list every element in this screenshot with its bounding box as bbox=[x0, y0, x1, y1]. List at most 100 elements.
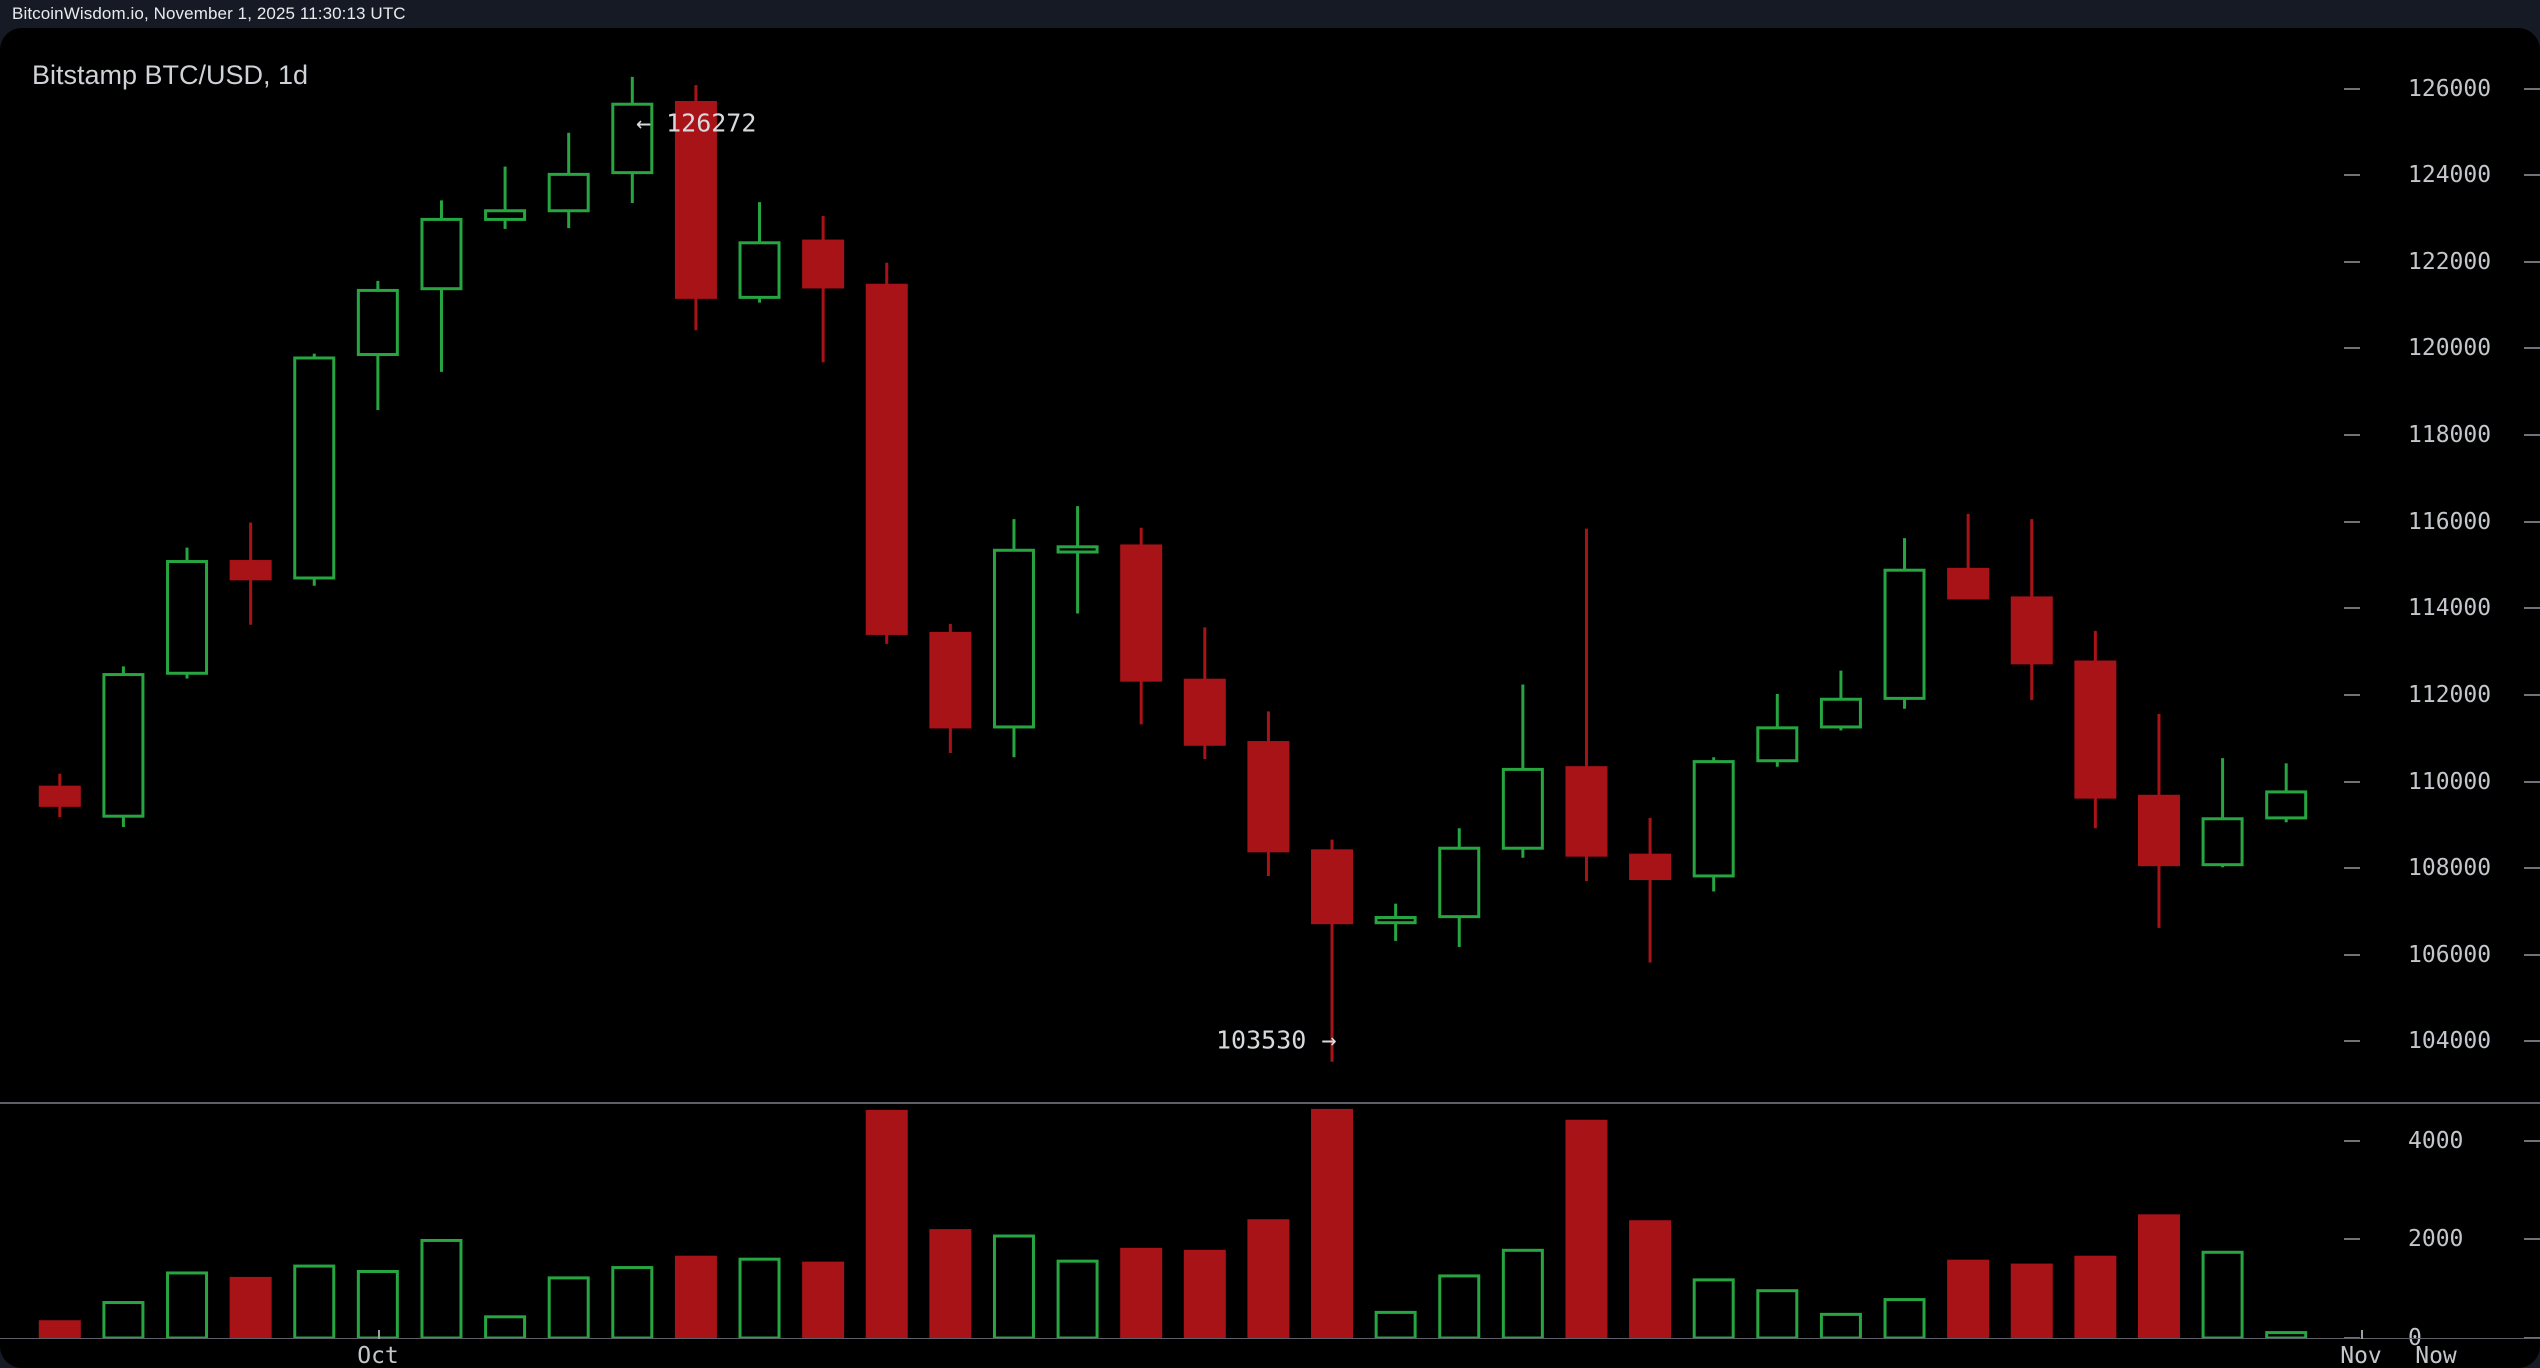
volume-bar bbox=[1311, 1108, 1354, 1340]
chart-surface[interactable]: Bitstamp BTC/USD, 1d 104000 106000 108000 1… bbox=[0, 28, 2540, 1368]
candle-body bbox=[166, 560, 209, 675]
volume-tick-label: 4000 bbox=[2408, 1127, 2464, 1154]
candle-body bbox=[420, 217, 463, 291]
candle-body bbox=[1883, 568, 1926, 700]
volume-bar bbox=[2074, 1255, 2117, 1340]
candle bbox=[1438, 828, 1481, 947]
price-tick-mark bbox=[2344, 953, 2360, 956]
candle bbox=[2201, 758, 2244, 868]
price-tick-label: 124000 bbox=[2408, 162, 2492, 189]
candle-body bbox=[929, 631, 972, 729]
candle-body bbox=[229, 560, 272, 581]
candle bbox=[1629, 817, 1672, 963]
candle-body bbox=[1311, 849, 1354, 925]
volume-bar bbox=[166, 1271, 209, 1340]
volume-tick-mark bbox=[2344, 1238, 2360, 1241]
candle-body bbox=[2074, 660, 2117, 799]
price-tick-mark bbox=[2344, 607, 2360, 610]
candle bbox=[420, 200, 463, 372]
candle-body bbox=[738, 241, 781, 299]
volume-bar bbox=[1819, 1312, 1862, 1340]
volume-bar bbox=[1374, 1310, 1417, 1340]
candle-body bbox=[293, 356, 336, 580]
time-axis: Oct Nov Now bbox=[0, 1330, 2540, 1368]
volume-bar bbox=[293, 1264, 336, 1340]
candle bbox=[1374, 903, 1417, 941]
volume-axis: 0 2000 4000 bbox=[2330, 1104, 2540, 1351]
candle-body bbox=[38, 785, 81, 807]
candle-body bbox=[2201, 817, 2244, 867]
candle-body bbox=[102, 673, 145, 818]
volume-bar bbox=[1120, 1247, 1163, 1340]
price-tick-mark bbox=[2524, 174, 2540, 177]
candle bbox=[992, 519, 1035, 758]
candle-body bbox=[1374, 916, 1417, 925]
price-tick-mark bbox=[2524, 953, 2540, 956]
price-plot-area[interactable] bbox=[0, 28, 2330, 1102]
candle bbox=[102, 666, 145, 828]
candle-body bbox=[356, 288, 399, 357]
price-axis: 104000 106000 108000 110000 112000 114000 1160… bbox=[2330, 28, 2540, 1102]
candle-body bbox=[865, 283, 908, 635]
candle bbox=[674, 85, 717, 331]
price-tick-label: 122000 bbox=[2408, 248, 2492, 275]
volume-bar bbox=[2201, 1250, 2244, 1340]
price-tick-label: 126000 bbox=[2408, 75, 2492, 102]
time-axis-label: Now bbox=[2415, 1343, 2457, 1368]
candle bbox=[1756, 694, 1799, 767]
price-tick-mark bbox=[2344, 260, 2360, 263]
candle bbox=[865, 262, 908, 644]
pane-divider bbox=[0, 1102, 2540, 1104]
candle-body bbox=[547, 172, 590, 213]
candle-body bbox=[1565, 766, 1608, 857]
volume-tick-mark bbox=[2524, 1238, 2540, 1241]
volume-pane[interactable]: 0 2000 4000 bbox=[0, 1104, 2540, 1351]
candle-body bbox=[484, 209, 527, 221]
candle bbox=[1819, 670, 1862, 731]
volume-tick-mark bbox=[2344, 1139, 2360, 1142]
candle-body bbox=[1438, 846, 1481, 919]
price-tick-mark bbox=[2344, 693, 2360, 696]
time-axis-line bbox=[0, 1338, 2540, 1339]
volume-bar bbox=[229, 1276, 272, 1340]
price-tick-mark bbox=[2524, 607, 2540, 610]
volume-tick-mark bbox=[2524, 1139, 2540, 1142]
volume-bar bbox=[802, 1261, 845, 1340]
volume-bar bbox=[1247, 1219, 1290, 1340]
candle-body bbox=[1183, 678, 1226, 746]
price-tick-label: 114000 bbox=[2408, 595, 2492, 622]
candle bbox=[2137, 713, 2180, 928]
volume-plot-area[interactable] bbox=[0, 1104, 2330, 1340]
volume-bar bbox=[356, 1269, 399, 1340]
candle bbox=[1947, 513, 1990, 600]
price-tick-mark bbox=[2344, 1040, 2360, 1043]
volume-bar bbox=[38, 1320, 81, 1340]
volume-bar bbox=[420, 1238, 463, 1340]
volume-bar bbox=[1183, 1249, 1226, 1340]
candle bbox=[929, 623, 972, 753]
candle-body bbox=[1692, 760, 1735, 878]
candle bbox=[611, 76, 654, 203]
volume-bar bbox=[929, 1229, 972, 1340]
volume-bar bbox=[484, 1315, 527, 1340]
candle-body bbox=[992, 548, 1035, 729]
price-tick-mark bbox=[2344, 867, 2360, 870]
candle bbox=[1565, 528, 1608, 882]
price-tick-mark bbox=[2524, 520, 2540, 523]
price-tick-mark bbox=[2524, 347, 2540, 350]
price-tick-mark bbox=[2524, 693, 2540, 696]
price-tick-label: 116000 bbox=[2408, 508, 2492, 535]
time-axis-label: Nov bbox=[2340, 1343, 2382, 1368]
volume-series bbox=[38, 1108, 2308, 1340]
price-pane[interactable]: 104000 106000 108000 110000 112000 114000 1160… bbox=[0, 28, 2540, 1102]
volume-bar bbox=[1629, 1220, 1672, 1340]
candle bbox=[38, 773, 81, 818]
price-tick-mark bbox=[2524, 260, 2540, 263]
candle-body bbox=[1819, 697, 1862, 729]
price-tick-label: 112000 bbox=[2408, 681, 2492, 708]
price-tick-mark bbox=[2344, 174, 2360, 177]
price-tick-mark bbox=[2524, 780, 2540, 783]
candle bbox=[2010, 519, 2053, 701]
candle-body bbox=[1756, 726, 1799, 763]
